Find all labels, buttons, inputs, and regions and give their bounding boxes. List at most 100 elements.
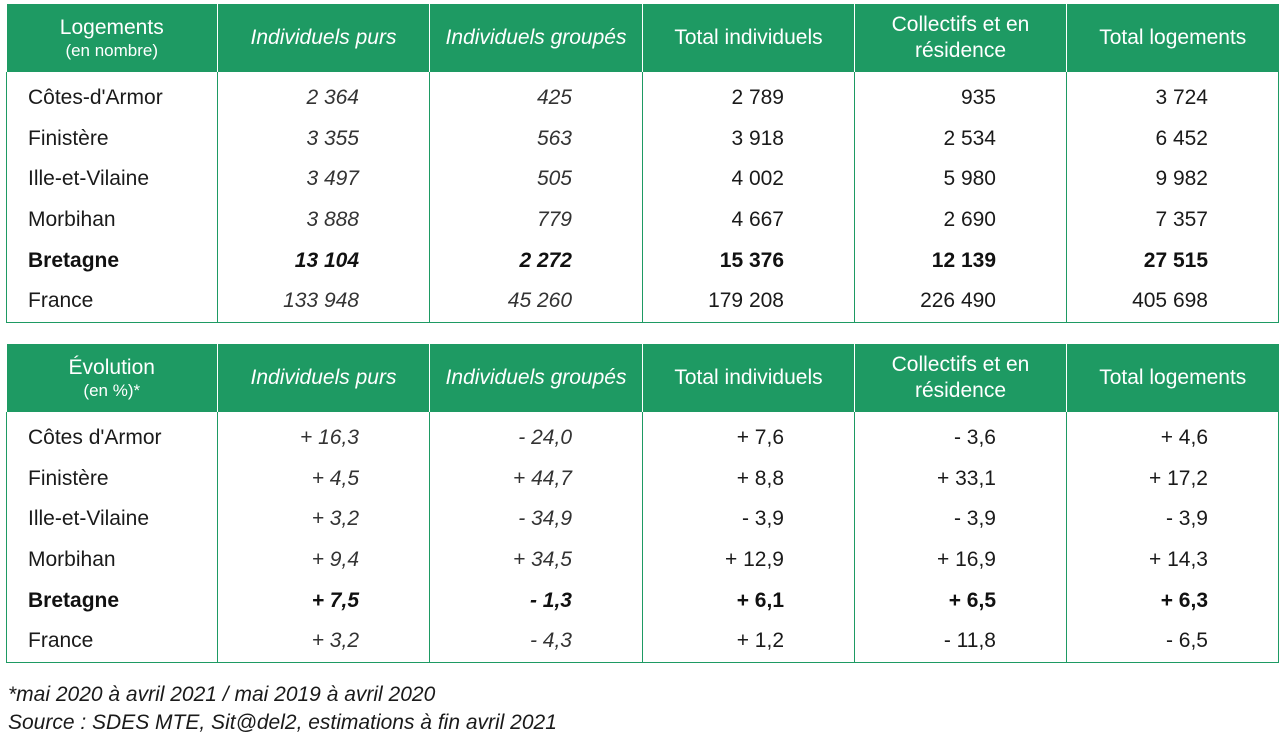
individuels-groupes-value: 563 [429, 118, 643, 160]
individuels-purs-value: 3 497 [217, 159, 430, 200]
individuels-purs-value: + 9,4 [217, 539, 430, 581]
housing-evolution-table: Évolution (en %)* Individuels purs Indiv… [6, 344, 1279, 663]
region-name: Morbihan [6, 199, 218, 241]
source-note: Source : SDES MTE, Sit@del2, estimations… [8, 711, 557, 734]
table-body: Côtes d'Armor + 16,3- 24,0 + 7,6- 3,6 + 4,6… [6, 412, 1279, 663]
region-name: Bretagne [6, 240, 218, 281]
total-individuels-value: 2 789 [642, 72, 855, 119]
individuels-purs-value: + 7,5 [217, 580, 430, 621]
collectifs-value: - 3,9 [854, 499, 1067, 540]
header-label-unit: (en nombre) [65, 41, 159, 60]
header-individuels-groupes: Individuels groupés [429, 344, 643, 412]
table-row: Finistère 3 355 563 3 918 2 534 6 452 [6, 118, 1279, 160]
individuels-groupes-value: - 4,3 [429, 620, 643, 663]
individuels-purs-value: 3 355 [217, 118, 430, 160]
header-collectifs: Collectifs et en résidence [854, 4, 1067, 72]
header-individuels-groupes: Individuels groupés [429, 4, 643, 72]
collectifs-value: + 33,1 [854, 458, 1067, 500]
individuels-groupes-value: + 34,5 [429, 539, 643, 581]
table-row: Finistère + 4,5 + 44,7 + 8,8 + 33,1 + 17,2 [6, 458, 1279, 500]
footnotes: *mai 2020 à avril 2021 / mai 2019 à avri… [8, 681, 557, 737]
individuels-purs-value: + 4,5 [217, 458, 430, 500]
individuels-groupes-value: - 24,0 [429, 412, 643, 459]
period-footnote: *mai 2020 à avril 2021 / mai 2019 à avri… [8, 683, 436, 706]
total-logements-value: 405 698 [1066, 280, 1279, 323]
total-logements-value: + 17,2 [1066, 458, 1279, 500]
collectifs-value: 5 980 [854, 159, 1067, 200]
total-logements-value: 9 982 [1066, 159, 1279, 200]
table-row: France + 3,2- 4,3 + 1,2- 11,8- 6,5 [6, 620, 1279, 663]
individuels-groupes-value: - 1,3 [429, 580, 643, 621]
region-name: Bretagne [6, 580, 218, 621]
individuels-groupes-value: - 34,9 [429, 499, 643, 540]
total-individuels-value: 4 667 [642, 199, 855, 241]
region-name: France [6, 280, 218, 323]
individuels-purs-value: 3 888 [217, 199, 430, 241]
collectifs-value: - 11,8 [854, 620, 1067, 663]
table-row: Morbihan 3 888 779 4 667 2 690 7 357 [6, 199, 1279, 241]
region-name: Morbihan [6, 539, 218, 581]
individuels-groupes-value: 779 [429, 199, 643, 241]
total-individuels-value: + 12,9 [642, 539, 855, 581]
table-row: Ille-et-Vilaine 3 497 505 4 002 5 980 9 982 [6, 159, 1279, 200]
total-individuels-value: 4 002 [642, 159, 855, 200]
header-collectifs: Collectifs et en résidence [854, 344, 1067, 412]
housing-count-table: Logements (en nombre) Individuels purs I… [6, 4, 1279, 323]
region-name: Côtes d'Armor [6, 412, 218, 459]
header-label: Logements (en nombre) [6, 4, 218, 72]
header-label-title: Évolution [68, 356, 155, 379]
table-body: Côtes-d'Armor 2 364 425 2 789 935 3 724 Finist… [6, 72, 1279, 323]
collectifs-value: 226 490 [854, 280, 1067, 323]
total-logements-value: - 6,5 [1066, 620, 1279, 663]
header-label-title: Logements [59, 16, 164, 39]
table-row: France 133 948 45 260 179 208 226 490 405 698 [6, 280, 1279, 323]
region-name: France [6, 620, 218, 663]
table-header-row: Évolution (en %)* Individuels purs Indiv… [6, 344, 1279, 412]
total-logements-value: 7 357 [1066, 199, 1279, 241]
total-logements-value: 6 452 [1066, 118, 1279, 160]
total-individuels-value: + 7,6 [642, 412, 855, 459]
individuels-purs-value: + 16,3 [217, 412, 430, 459]
total-individuels-value: + 1,2 [642, 620, 855, 663]
total-individuels-value: - 3,9 [642, 499, 855, 540]
collectifs-value: 12 139 [854, 240, 1067, 281]
total-individuels-value: 3 918 [642, 118, 855, 160]
individuels-purs-value: 2 364 [217, 72, 430, 119]
total-logements-value: + 14,3 [1066, 539, 1279, 581]
total-individuels-value: + 8,8 [642, 458, 855, 500]
region-name: Finistère [6, 458, 218, 500]
table-row: Bretagne 13 104 2 272 15 376 12 139 27 515 [6, 240, 1279, 281]
table-row: Côtes d'Armor + 16,3- 24,0 + 7,6- 3,6 + 4,6 [6, 412, 1279, 459]
table-row: Ille-et-Vilaine + 3,2- 34,9- 3,9- 3,9- 3,… [6, 499, 1279, 540]
table-header-row: Logements (en nombre) Individuels purs I… [6, 4, 1279, 72]
header-total-logements: Total logements [1066, 344, 1279, 412]
region-name: Côtes-d'Armor [6, 72, 218, 119]
header-individuels-purs: Individuels purs [217, 344, 430, 412]
table-row: Morbihan + 9,4 + 34,5 + 12,9 + 16,9 + 14,3 [6, 539, 1279, 581]
total-logements-value: + 4,6 [1066, 412, 1279, 459]
collectifs-value: 2 534 [854, 118, 1067, 160]
total-individuels-value: 15 376 [642, 240, 855, 281]
individuels-groupes-value: 2 272 [429, 240, 643, 281]
total-logements-value: - 3,9 [1066, 499, 1279, 540]
collectifs-value: + 16,9 [854, 539, 1067, 581]
total-logements-value: + 6,3 [1066, 580, 1279, 621]
collectifs-value: + 6,5 [854, 580, 1067, 621]
collectifs-value: 2 690 [854, 199, 1067, 241]
collectifs-value: - 3,6 [854, 412, 1067, 459]
individuels-purs-value: 13 104 [217, 240, 430, 281]
total-logements-value: 3 724 [1066, 72, 1279, 119]
header-total-individuels: Total individuels [642, 344, 855, 412]
individuels-groupes-value: 45 260 [429, 280, 643, 323]
individuels-purs-value: + 3,2 [217, 620, 430, 663]
region-name: Ille-et-Vilaine [6, 159, 218, 200]
table-row: Côtes-d'Armor 2 364 425 2 789 935 3 724 [6, 72, 1279, 119]
header-label-unit: (en %)* [83, 381, 141, 400]
table-row: Bretagne + 7,5- 1,3 + 6,1 + 6,5 + 6,3 [6, 580, 1279, 621]
individuels-groupes-value: 425 [429, 72, 643, 119]
individuels-purs-value: + 3,2 [217, 499, 430, 540]
header-individuels-purs: Individuels purs [217, 4, 430, 72]
header-total-logements: Total logements [1066, 4, 1279, 72]
header-label: Évolution (en %)* [6, 344, 218, 412]
total-individuels-value: + 6,1 [642, 580, 855, 621]
